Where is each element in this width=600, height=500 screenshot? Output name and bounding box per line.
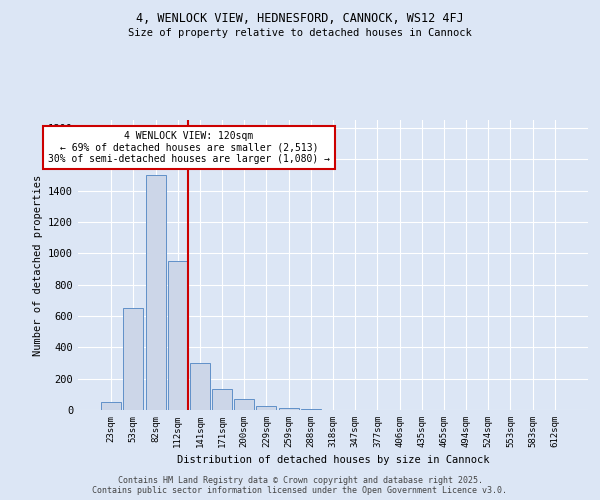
Bar — [101, 402, 121, 410]
Bar — [212, 389, 232, 410]
Text: 4 WENLOCK VIEW: 120sqm
← 69% of detached houses are smaller (2,513)
30% of semi-: 4 WENLOCK VIEW: 120sqm ← 69% of detached… — [48, 131, 330, 164]
Bar — [146, 175, 166, 410]
Text: Size of property relative to detached houses in Cannock: Size of property relative to detached ho… — [128, 28, 472, 38]
Bar — [256, 406, 277, 410]
Bar — [190, 363, 210, 410]
Bar — [168, 261, 188, 410]
Bar — [124, 308, 143, 410]
Bar — [278, 408, 299, 410]
X-axis label: Distribution of detached houses by size in Cannock: Distribution of detached houses by size … — [177, 456, 489, 466]
Y-axis label: Number of detached properties: Number of detached properties — [32, 174, 43, 356]
Bar — [234, 399, 254, 410]
Text: Contains HM Land Registry data © Crown copyright and database right 2025.
Contai: Contains HM Land Registry data © Crown c… — [92, 476, 508, 495]
Bar — [301, 409, 321, 410]
Text: 4, WENLOCK VIEW, HEDNESFORD, CANNOCK, WS12 4FJ: 4, WENLOCK VIEW, HEDNESFORD, CANNOCK, WS… — [136, 12, 464, 26]
